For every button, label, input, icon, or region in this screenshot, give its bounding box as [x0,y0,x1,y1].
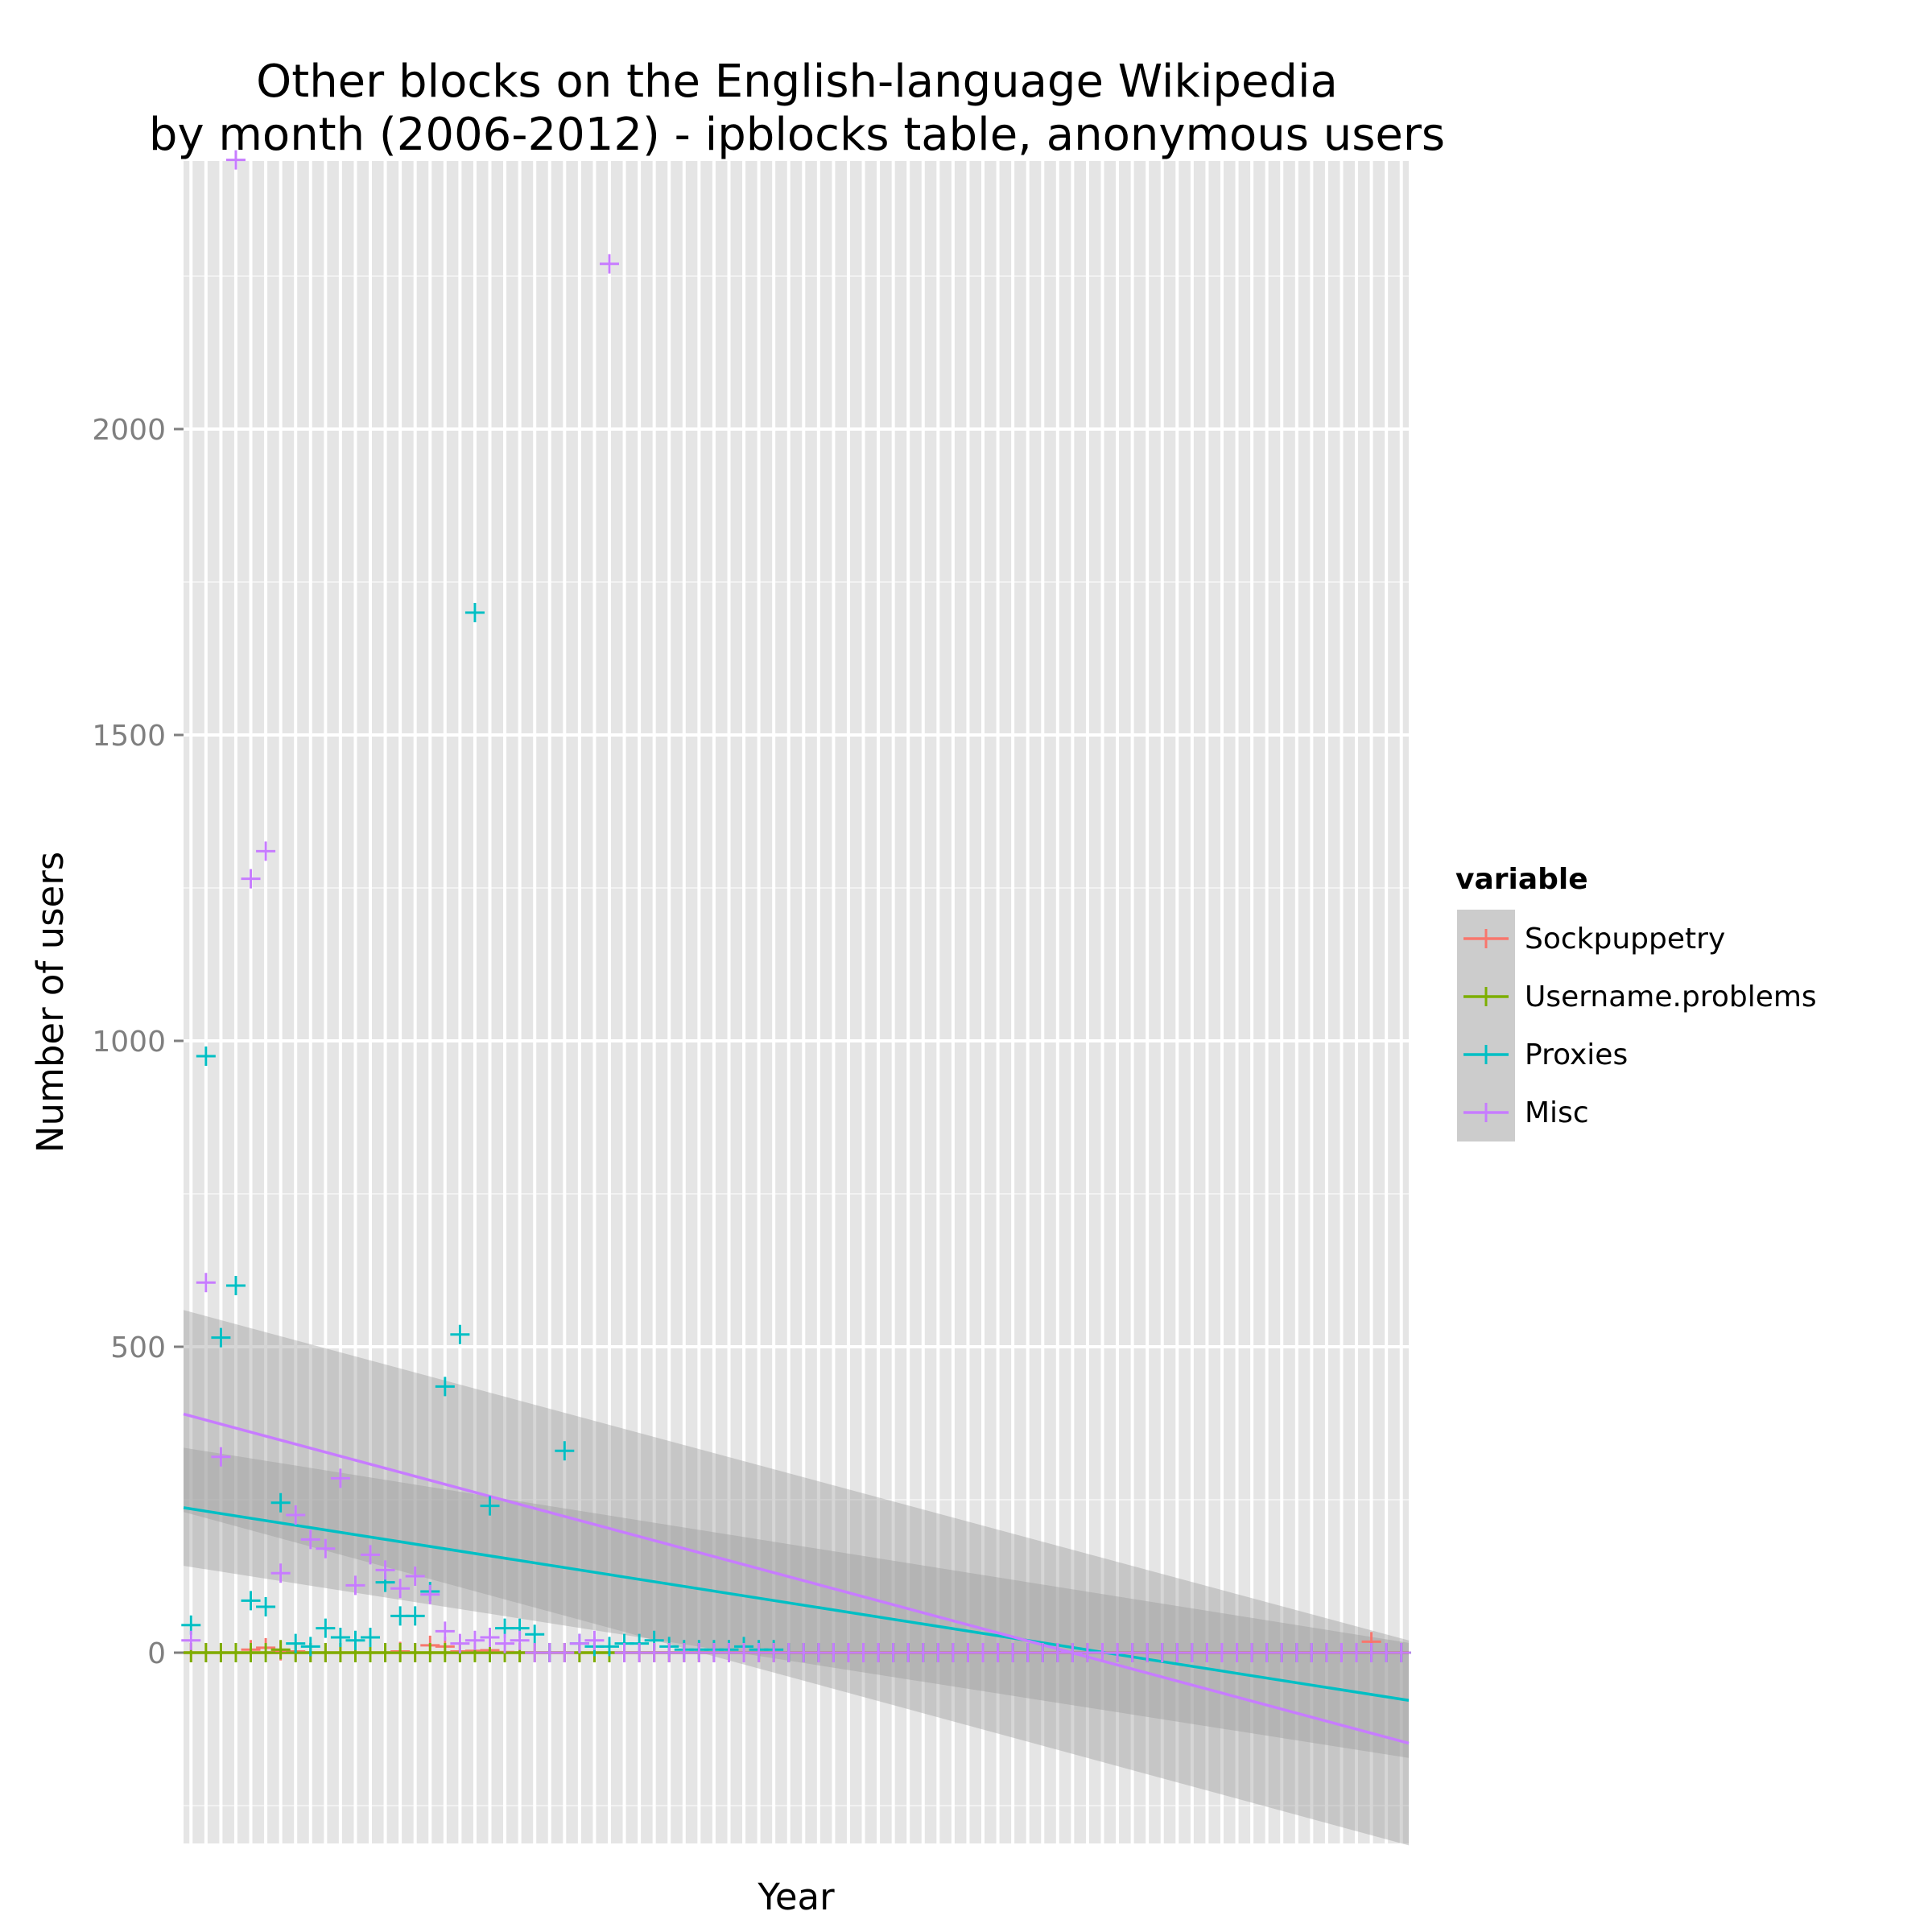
data-point [555,1441,575,1461]
data-point [420,1584,440,1604]
legend-key-marker [1476,1103,1496,1122]
data-point [286,1505,306,1525]
legend-label: Username.problems [1525,980,1817,1013]
legend-item-misc: Misc [1457,1084,1589,1141]
data-point [270,1492,291,1513]
legend-label: Proxies [1525,1038,1628,1071]
x-axis-title: Year [757,1876,835,1918]
data-point [300,1530,320,1550]
legend-label: Sockpuppetry [1525,923,1725,956]
data-point [375,1560,395,1580]
legend-title: variable [1455,863,1588,896]
legend-item-username-problems: Username.problems [1457,968,1817,1026]
y-tick-label: 1000 [92,1026,166,1059]
legend-label: Misc [1525,1096,1589,1129]
data-point [361,1545,381,1565]
data-point [345,1575,365,1596]
y-tick-label: 500 [110,1331,166,1364]
data-point [435,1377,455,1397]
data-point [555,1643,575,1662]
data-point [211,1447,231,1467]
data-point [241,1591,261,1611]
trend-line-proxies [183,1506,1410,1703]
data-point [196,1046,216,1066]
data-point [181,1630,201,1650]
data-point [599,254,619,274]
data-point [330,1628,350,1647]
series-misc [181,150,1411,1662]
y-axis-title: Number of users [29,852,72,1153]
data-point [405,1606,425,1626]
data-point [211,1327,231,1348]
data-point [300,1637,320,1657]
data-point [495,1633,515,1653]
data-point [345,1630,365,1650]
legend-key-marker [1476,1045,1496,1064]
data-point [405,1567,425,1586]
data-point [241,869,261,889]
data-point [225,1276,246,1295]
y-tick-label: 0 [147,1637,166,1670]
trend-line-misc [183,1412,1410,1745]
data-point [435,1621,455,1641]
data-point [316,1618,336,1638]
data-point [286,1633,306,1653]
data-point [480,1496,500,1516]
legend-key-marker [1476,929,1496,948]
y-tick-label: 1500 [92,720,166,753]
data-point [480,1628,500,1647]
data-point [256,841,276,861]
data-point [256,1597,276,1616]
data-point [256,1643,276,1662]
data-point [510,1630,530,1650]
data-point [330,1468,350,1488]
data-point [599,1637,619,1657]
data-point [196,1273,216,1293]
data-point [569,1633,589,1653]
data-point [390,1579,411,1599]
chart-title: Other blocks on the English-language Wik… [256,56,1338,108]
data-point [1391,1643,1411,1662]
data-point [450,1633,470,1653]
data-point [464,1630,485,1650]
legend-item-proxies: Proxies [1457,1026,1628,1084]
y-axis: 0 500 1000 1500 2000 [92,414,184,1670]
data-point [270,1640,291,1660]
data-point [450,1324,470,1344]
y-tick-label: 2000 [92,414,166,447]
legend-key-marker [1476,987,1496,1006]
plot-panel [184,161,1409,1843]
legend: variable Sockpuppetry Username.problems Pr… [1455,863,1817,1141]
legend-item-sockpuppetry: Sockpuppetry [1457,910,1725,968]
chart-subtitle: by month (2006-2012) - ipblocks table, a… [149,109,1445,161]
data-point [225,150,246,170]
data-point [525,1624,545,1645]
data-point [584,1630,605,1650]
data-point [316,1538,336,1558]
data-point [361,1628,381,1647]
data-points [181,150,1411,1662]
data-point [270,1563,291,1583]
data-point [464,603,485,622]
